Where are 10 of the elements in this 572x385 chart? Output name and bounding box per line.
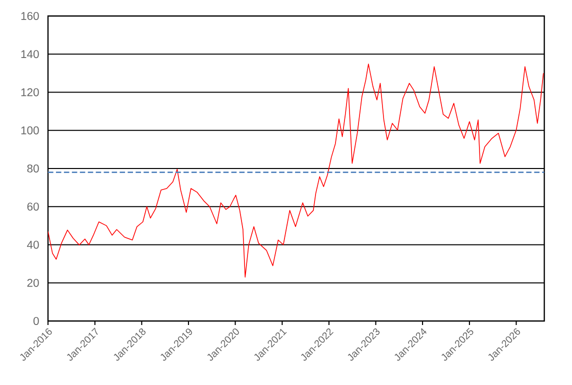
y-tick-label: 60 [27,202,39,211]
y-tick-label: 0 [33,317,39,325]
y-tick-label: 140 [21,50,39,58]
y-tick-label: 160 [21,12,39,20]
line-series [48,64,544,278]
y-tick-label: 20 [27,278,39,287]
y-tick-label: 40 [27,240,39,249]
y-tick-label: 100 [21,126,39,134]
y-tick-label: 120 [21,88,39,96]
y-tick-label: 80 [27,164,39,172]
